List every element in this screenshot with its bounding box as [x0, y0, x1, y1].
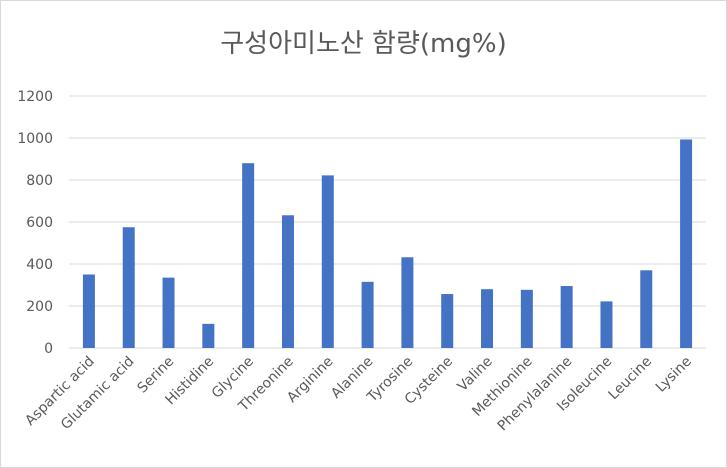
bar-arginine	[321, 175, 334, 348]
bar-isoleucine	[600, 301, 613, 348]
bar-histidine	[202, 323, 215, 348]
y-axis-ticks: 0 200 400 600 800 1000 1200	[17, 89, 53, 357]
y-tick-label: 200	[26, 299, 53, 315]
bar-glutamic-acid	[122, 227, 135, 348]
x-category-label: Lysine	[653, 354, 695, 396]
bar-glycine	[242, 163, 255, 348]
bars	[82, 139, 693, 348]
bar-lysine	[680, 139, 693, 348]
bar-aspartic-acid	[82, 274, 95, 348]
bar-phenylalanine	[560, 286, 573, 348]
y-tick-label: 0	[44, 341, 53, 357]
y-tick-label: 400	[26, 257, 53, 273]
y-tick-label: 1000	[17, 131, 53, 147]
bar-leucine	[640, 270, 653, 348]
bar-alanine	[361, 281, 374, 348]
bar-tyrosine	[401, 257, 414, 348]
x-category-label: Aspartic acid	[22, 354, 97, 429]
chart-title: 구성아미노산 함량(mg%)	[220, 29, 507, 59]
y-tick-label: 600	[26, 215, 53, 231]
y-tick-label: 800	[26, 173, 53, 189]
bar-methionine	[520, 289, 533, 348]
bar-serine	[162, 277, 175, 348]
bar-cysteine	[441, 294, 454, 348]
x-category-label: Glutamic acid	[58, 354, 137, 433]
bar-threonine	[281, 215, 294, 348]
y-tick-label: 1200	[17, 89, 53, 105]
x-category-label: Leucine	[606, 354, 656, 404]
gridlines	[69, 95, 706, 349]
bar-valine	[481, 289, 494, 348]
